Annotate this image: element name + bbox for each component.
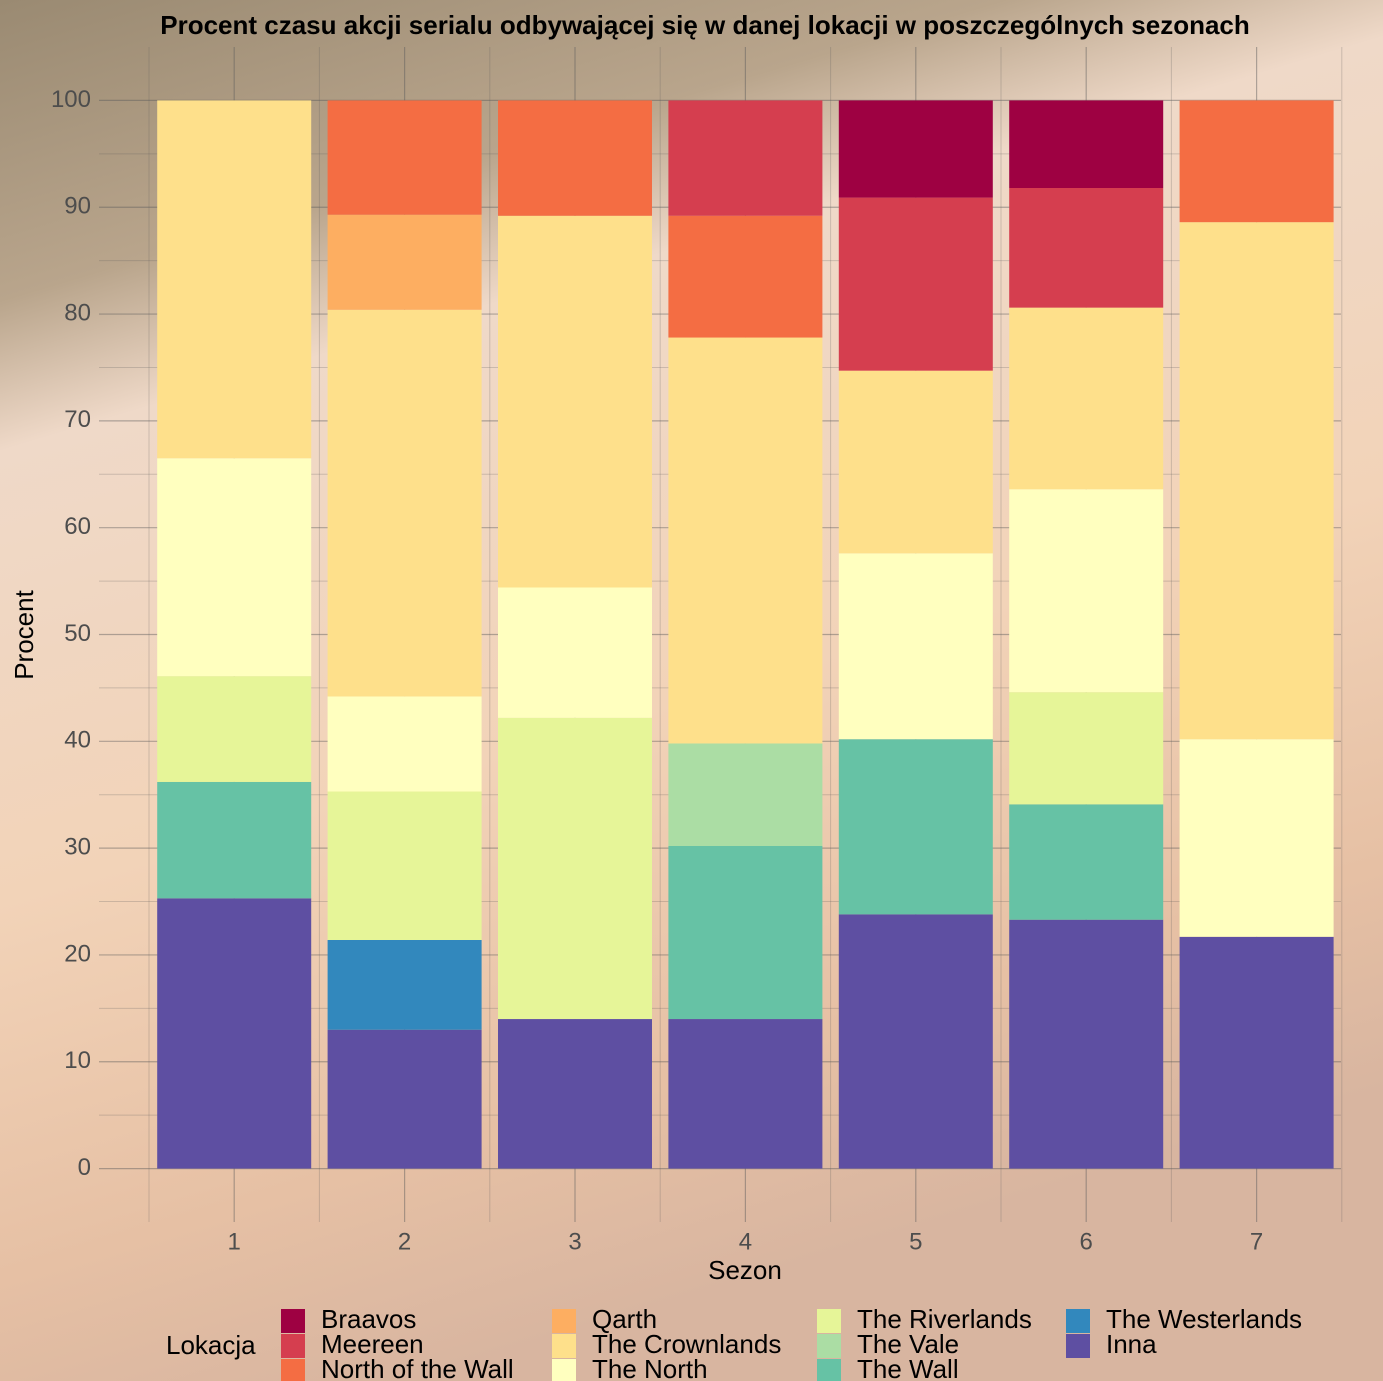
bar-segment (1179, 222, 1334, 740)
y-tick-label: 100 (51, 86, 91, 113)
x-tick-label: 3 (568, 1228, 581, 1255)
bar-segment (668, 846, 823, 1020)
bar-segment (1009, 804, 1164, 920)
y-tick-label: 80 (64, 299, 91, 326)
legend-label: The North (592, 1354, 708, 1381)
y-tick-label: 30 (64, 833, 91, 860)
legend-key (817, 1359, 841, 1381)
legend-key (552, 1309, 576, 1333)
bar-segment (498, 100, 652, 216)
bar-segment (327, 309, 482, 697)
bar-segment (1009, 919, 1164, 1169)
bar-segment (157, 100, 312, 459)
bar-segment (838, 370, 993, 554)
bar-segment (838, 553, 993, 740)
legend-label: Inna (1106, 1329, 1157, 1359)
y-tick-label: 50 (64, 620, 91, 647)
legend-label: Braavos (321, 1304, 416, 1334)
legend-key (281, 1309, 305, 1333)
bar-segment (157, 898, 312, 1169)
bar-segment (498, 1019, 652, 1169)
bar-segment (157, 676, 312, 782)
bar-segment (327, 696, 482, 792)
y-tick-label: 40 (64, 727, 91, 754)
chart-title: Procent czasu akcji serialu odbywającej … (160, 10, 1250, 40)
bar-segment (838, 100, 993, 198)
bar-segment (157, 781, 312, 899)
legend-label: The Crownlands (592, 1329, 781, 1359)
legend-label: Qarth (592, 1304, 657, 1334)
bar-segment (1179, 936, 1334, 1169)
bar-segment (838, 739, 993, 915)
bar-segment (157, 458, 312, 677)
legend-key (1066, 1334, 1090, 1358)
bar-segment (1179, 739, 1334, 937)
y-tick-label: 60 (64, 513, 91, 540)
legend-label: North of the Wall (321, 1354, 514, 1381)
x-tick-label: 2 (398, 1228, 411, 1255)
bar-segment (668, 743, 823, 846)
x-axis-label: Sezon (708, 1255, 782, 1285)
legend-label: The Vale (857, 1329, 959, 1359)
x-tick-label: 7 (1250, 1228, 1263, 1255)
legend-label: The Riverlands (857, 1304, 1032, 1334)
x-tick-label: 5 (909, 1228, 922, 1255)
bar-segment (327, 214, 482, 310)
y-tick-label: 20 (64, 940, 91, 967)
bar-segment (327, 1029, 482, 1169)
legend-key (817, 1334, 841, 1358)
legend-key (552, 1334, 576, 1358)
y-tick-label: 70 (64, 406, 91, 433)
bar-segment (1009, 100, 1164, 188)
x-tick-label: 1 (228, 1228, 241, 1255)
legend-key (1066, 1309, 1090, 1333)
legend-key (817, 1309, 841, 1333)
legend-label: Meereen (321, 1329, 424, 1359)
legend-label: The Wall (857, 1354, 959, 1381)
legend-label: The Westerlands (1106, 1304, 1302, 1334)
bar-segment (1009, 307, 1164, 490)
legend-title: Lokacja (166, 1330, 256, 1360)
bar-segment (327, 100, 482, 215)
bar-segment (668, 215, 823, 338)
bar-segment (327, 791, 482, 940)
legend-key (552, 1359, 576, 1381)
legend-key (281, 1334, 305, 1358)
y-axis-label: Procent (9, 589, 39, 679)
bar-segment (327, 940, 482, 1030)
bar-segment (668, 1019, 823, 1169)
y-tick-label: 10 (64, 1047, 91, 1074)
bar-segment (498, 717, 652, 1020)
bar-segment (838, 914, 993, 1169)
bar-segment (1009, 188, 1164, 308)
bar-segment (1179, 100, 1334, 223)
bar-segment (498, 587, 652, 718)
x-tick-label: 4 (739, 1228, 752, 1255)
x-tick-label: 6 (1080, 1228, 1093, 1255)
y-tick-label: 0 (78, 1154, 91, 1181)
bar-segment (1009, 692, 1164, 805)
bar-segment (668, 100, 823, 216)
bar-segment (668, 337, 823, 744)
y-tick-label: 90 (64, 193, 91, 220)
legend-key (281, 1359, 305, 1381)
bar-segment (838, 197, 993, 371)
bar-segment (1009, 489, 1164, 693)
bar-segment (498, 215, 652, 588)
